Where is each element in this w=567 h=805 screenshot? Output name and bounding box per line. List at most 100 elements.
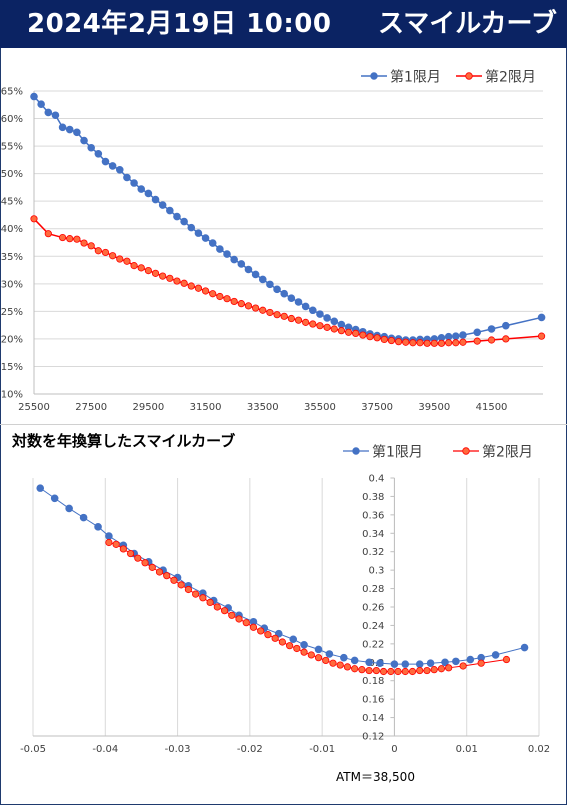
data-point <box>316 322 324 330</box>
data-point <box>50 494 59 503</box>
x-tick-label: -0.02 <box>237 744 263 755</box>
data-point <box>80 136 88 145</box>
data-point <box>173 277 181 285</box>
data-point <box>452 339 460 347</box>
data-point <box>201 234 210 242</box>
data-point <box>373 334 381 342</box>
data-point <box>350 656 359 665</box>
data-point <box>141 559 149 567</box>
data-point <box>365 658 373 667</box>
data-point <box>330 317 339 326</box>
y-tick-label: 10% <box>1 390 23 401</box>
legend-marker <box>465 72 473 80</box>
data-point <box>286 642 294 650</box>
legend-marker <box>462 447 470 455</box>
y-tick-label: 35% <box>1 252 23 263</box>
data-point <box>184 585 193 594</box>
data-point <box>180 279 188 287</box>
data-point <box>437 339 446 347</box>
data-point <box>408 667 417 676</box>
data-point <box>230 255 238 264</box>
data-point <box>158 201 167 209</box>
data-point <box>300 648 308 656</box>
data-point <box>266 308 274 317</box>
data-point <box>199 594 207 602</box>
y-gridlines <box>34 90 543 395</box>
data-point <box>73 128 81 137</box>
y-tick-label: 40% <box>1 224 23 235</box>
data-point <box>258 275 267 284</box>
x-tick-label: 37500 <box>361 402 393 413</box>
data-point <box>390 660 399 668</box>
data-point <box>314 654 323 662</box>
data-point <box>401 667 409 676</box>
y-tick-label: 0.28 <box>362 584 384 595</box>
data-point <box>344 328 353 336</box>
chart-title: 対数を年換算したスマイルカーブ <box>11 432 235 450</box>
data-point <box>237 260 246 268</box>
data-point <box>380 335 388 344</box>
data-point <box>337 320 346 329</box>
data-point <box>137 185 146 193</box>
data-point <box>459 662 467 670</box>
data-point <box>242 619 250 627</box>
y-tick-label: 0.22 <box>362 639 384 650</box>
data-point <box>37 100 45 109</box>
data-point <box>123 173 131 182</box>
data-point <box>51 111 60 120</box>
data-point <box>445 339 453 347</box>
data-point <box>459 338 467 346</box>
y-tick-label: 30% <box>1 279 23 290</box>
data-point <box>394 338 403 346</box>
x-tick-label: 27500 <box>75 402 107 413</box>
data-point <box>358 666 366 674</box>
legend: 第1限月 第2限月 <box>343 444 533 461</box>
x-tick-label: 0 <box>391 744 397 755</box>
data-point <box>206 598 214 606</box>
data-point <box>423 666 431 675</box>
data-point <box>94 150 103 158</box>
data-point <box>271 634 279 642</box>
legend: 第1限月 第2限月 <box>361 69 536 86</box>
y-tick-label: 20% <box>1 334 23 345</box>
data-point <box>340 653 348 662</box>
data-point <box>58 123 67 132</box>
smile-curve-chart: 10% 15% 20% 25% 30% 35% 40% 45% 50% 55% 60% 65% 2550… <box>1 69 546 413</box>
data-point <box>244 302 253 310</box>
data-point <box>343 663 352 671</box>
data-point <box>230 297 238 306</box>
data-point <box>401 660 410 668</box>
data-point <box>115 165 124 174</box>
data-point <box>441 658 449 667</box>
data-point <box>94 247 102 255</box>
data-point <box>151 269 160 277</box>
data-point <box>437 665 446 673</box>
x-tick-label: -0.04 <box>92 744 118 755</box>
data-point <box>273 311 281 319</box>
data-point <box>316 310 324 318</box>
data-point <box>257 627 265 635</box>
data-point <box>123 257 131 265</box>
data-point <box>293 644 301 653</box>
data-point <box>148 563 156 571</box>
data-point <box>108 162 117 170</box>
data-point <box>491 651 500 659</box>
data-point <box>351 665 359 673</box>
data-point <box>73 235 81 243</box>
y-tick-label: 65% <box>1 87 23 98</box>
chart-divider <box>0 424 567 425</box>
y-tick-label: 0.24 <box>362 621 384 632</box>
data-point <box>266 280 274 289</box>
data-point <box>309 320 317 328</box>
data-point <box>105 538 113 547</box>
data-point <box>36 484 45 492</box>
data-point <box>329 659 337 667</box>
data-point <box>336 661 344 669</box>
y-tick-label: 0.16 <box>362 695 384 706</box>
y-tick-label: 55% <box>1 142 23 153</box>
data-point <box>213 603 221 611</box>
data-point <box>159 272 167 280</box>
data-point <box>134 554 142 562</box>
legend-marker <box>370 72 378 80</box>
data-point <box>194 229 203 237</box>
